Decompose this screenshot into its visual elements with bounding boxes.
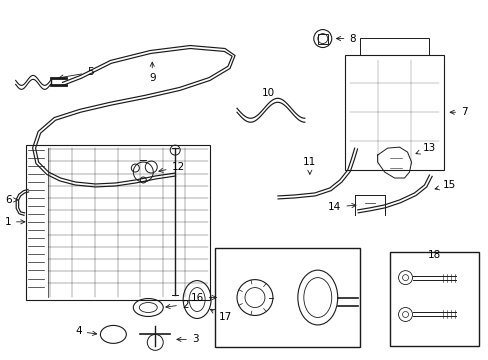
Bar [344, 55, 444, 170]
Bar [389, 252, 478, 346]
Text: 3: 3 [177, 334, 198, 345]
Text: 15: 15 [434, 180, 455, 190]
Text: 6: 6 [5, 195, 18, 205]
Text: 16: 16 [190, 293, 216, 302]
Text: 11: 11 [303, 157, 316, 174]
Text: 9: 9 [149, 62, 155, 84]
Text: 18: 18 [427, 250, 440, 260]
Bar [25, 145, 210, 300]
Text: 4: 4 [75, 327, 97, 336]
Text: 12: 12 [159, 162, 184, 172]
Text: 14: 14 [327, 202, 355, 212]
Bar [215, 248, 359, 347]
Bar [317, 33, 327, 44]
Text: 5: 5 [59, 67, 94, 79]
Bar [359, 37, 428, 55]
Text: 7: 7 [449, 107, 467, 117]
Text: 17: 17 [210, 309, 231, 323]
Text: 1: 1 [4, 217, 25, 227]
Text: 8: 8 [336, 33, 355, 44]
Text: 10: 10 [261, 88, 274, 98]
Text: 2: 2 [165, 300, 188, 310]
Text: 13: 13 [415, 143, 435, 154]
